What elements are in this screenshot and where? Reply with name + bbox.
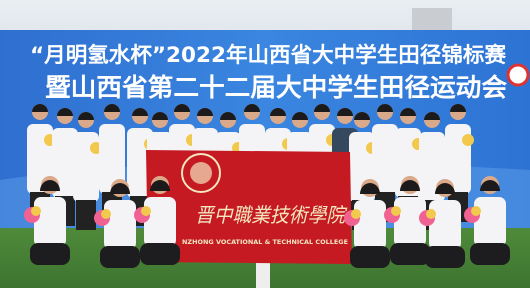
person-legs — [76, 200, 96, 230]
bouquet — [471, 206, 481, 216]
flag-emblem-core — [190, 162, 212, 184]
bouquet — [426, 209, 436, 219]
person-body — [429, 200, 461, 250]
banner-subtitle: 暨山西省第二十二届大中学生田径运动会 — [45, 73, 507, 102]
person-body — [104, 200, 136, 250]
person-body — [474, 197, 506, 247]
bouquet — [31, 206, 41, 216]
flag-name: 晋中職業技術學院 — [195, 203, 348, 227]
logo — [508, 65, 528, 85]
person-legs — [470, 243, 510, 265]
bouquet — [462, 134, 474, 146]
bouquet — [391, 206, 401, 216]
person-legs — [30, 243, 70, 265]
bouquet — [141, 206, 151, 216]
flag-name-en: NZHONG VOCATIONAL & TECHNICAL COLLEGE — [182, 239, 348, 246]
bouquet — [351, 209, 361, 219]
person-legs — [390, 243, 430, 265]
banner-title: “月明氢水杯”2022年山西省大中学生田径锦标赛 — [30, 43, 507, 67]
person-body — [354, 200, 386, 250]
bouquet — [101, 209, 111, 219]
person-legs — [140, 243, 180, 265]
person-body — [34, 197, 66, 247]
person-legs — [350, 246, 390, 268]
field-line — [256, 262, 270, 288]
person-body — [144, 197, 176, 247]
photo: “月明氢水杯”2022年山西省大中学生田径锦标赛 暨山西省第二十二届大中学生田径… — [0, 0, 530, 288]
person-legs — [100, 246, 140, 268]
person-legs — [425, 246, 465, 268]
